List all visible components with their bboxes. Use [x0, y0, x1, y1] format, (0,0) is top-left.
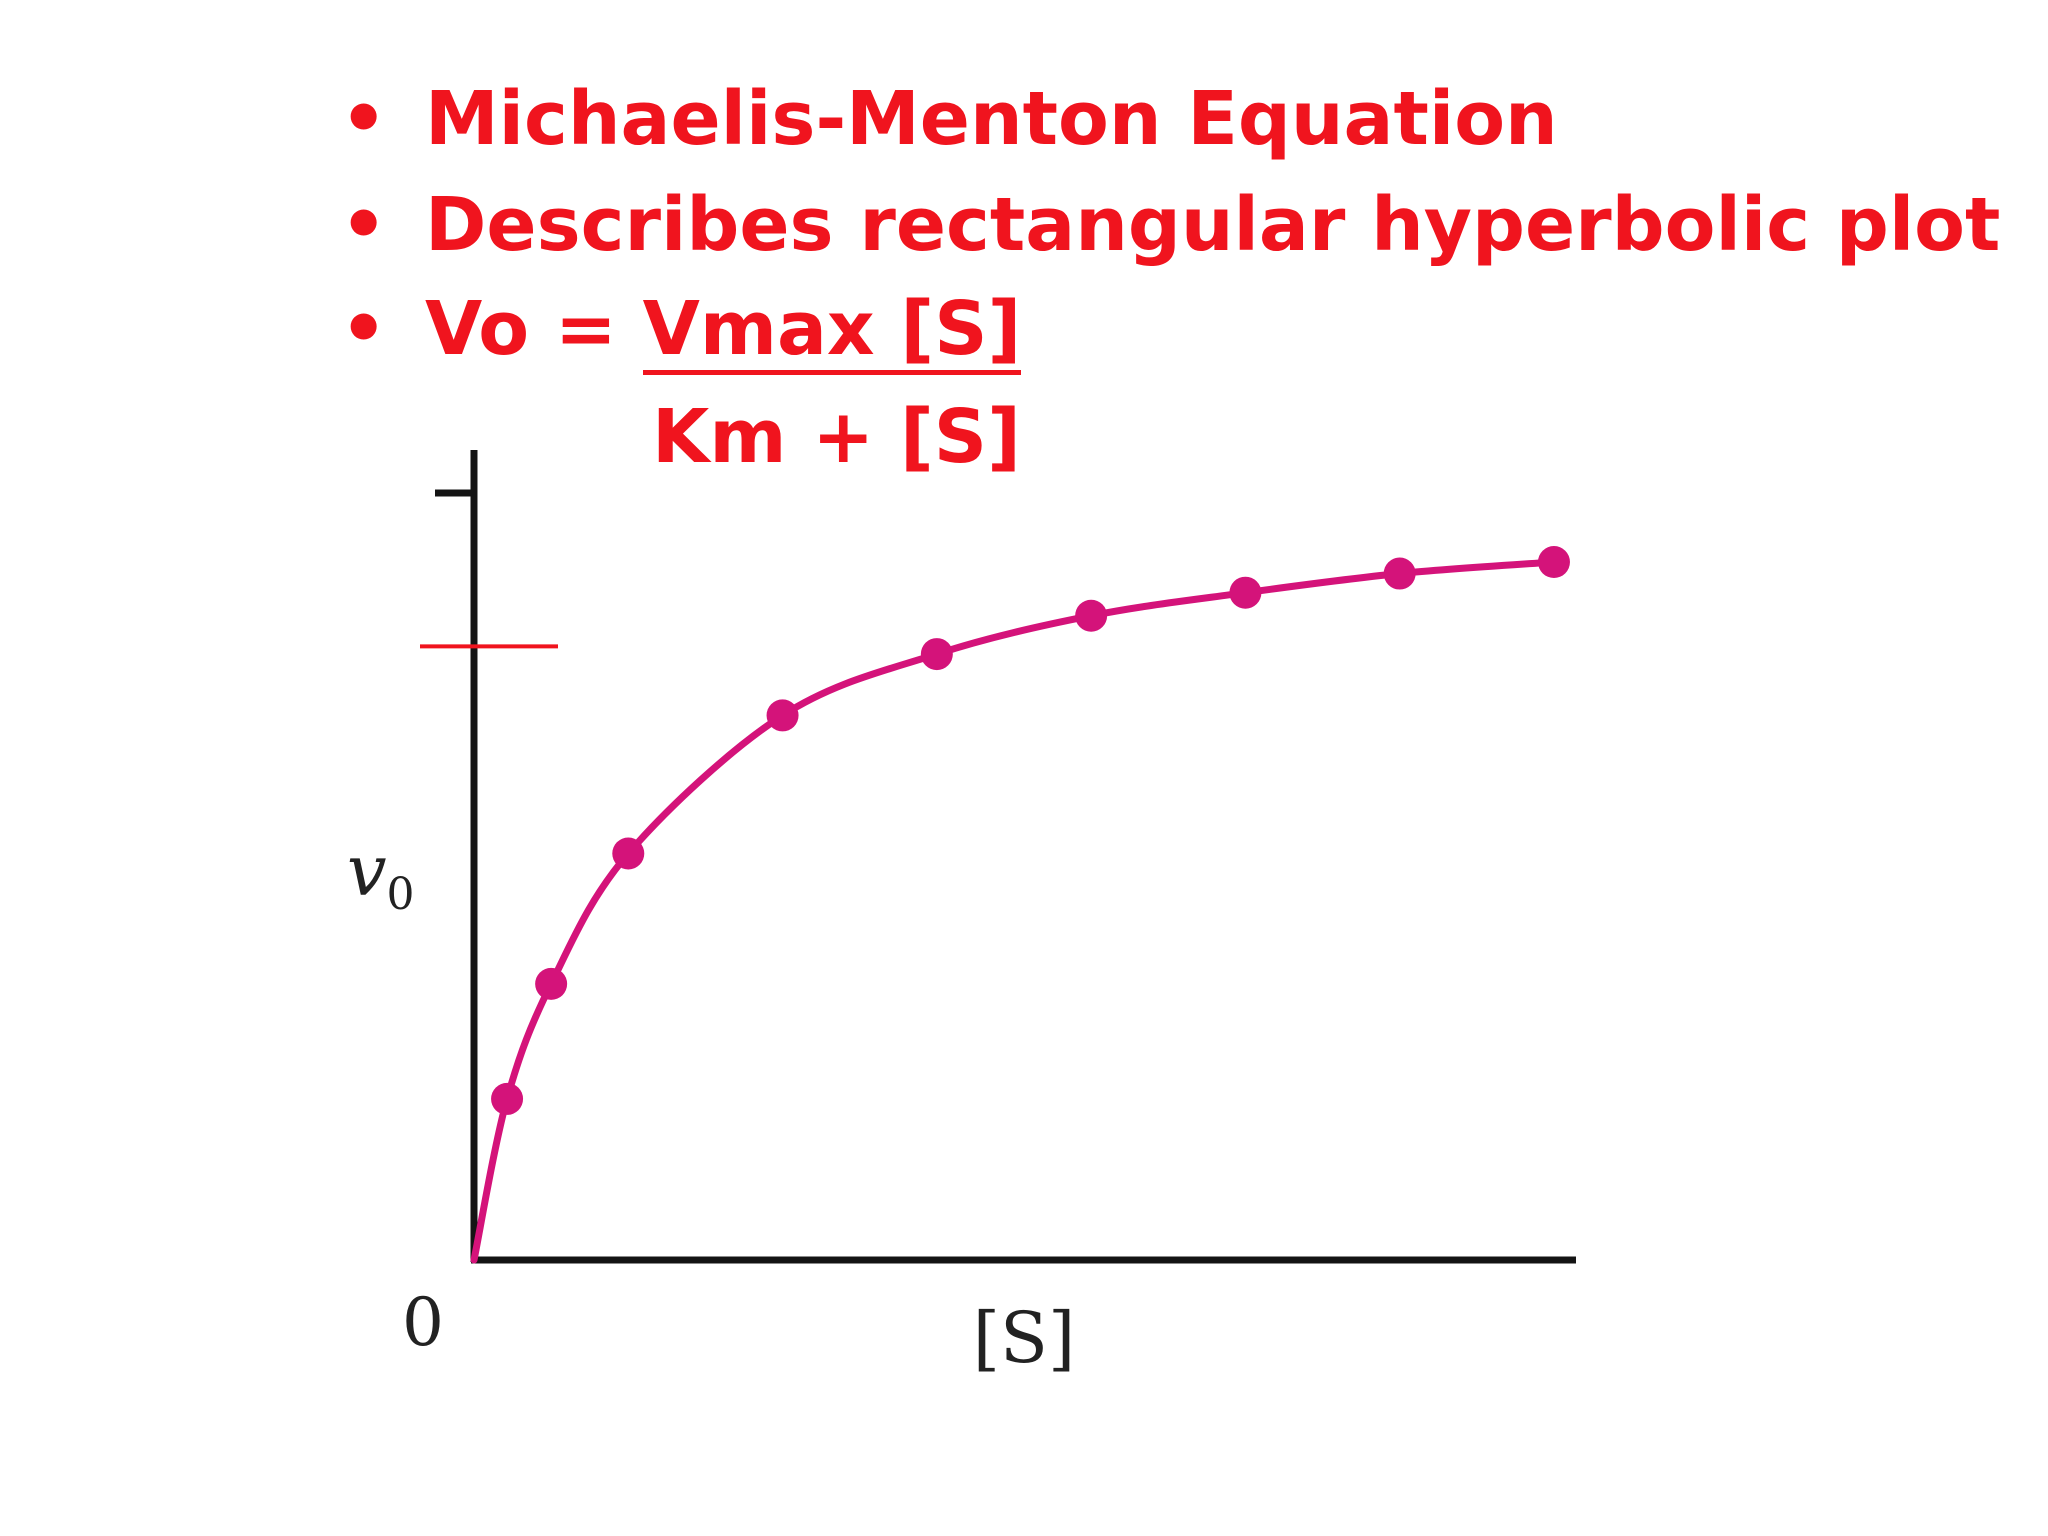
bullet-text: Describes rectangular hyperbolic plot	[425, 182, 2001, 268]
data-point-3	[612, 837, 645, 870]
y-axis-label-subscript: 0	[387, 869, 415, 920]
data-point-5	[920, 638, 953, 671]
data-point-9	[1537, 546, 1570, 579]
data-point-1	[491, 1082, 524, 1115]
data-point-2	[535, 967, 568, 1000]
equation-denominator: Km + [S]	[652, 394, 1021, 480]
y-axis-label: v0	[347, 830, 415, 920]
y-axis-label-main: v	[347, 830, 387, 912]
data-points	[491, 546, 1570, 1115]
bullet-line-2: • Describes rectangular hyperbolic plot	[340, 188, 2000, 262]
data-point-6	[1075, 599, 1108, 632]
bullet-dot: •	[340, 76, 388, 162]
bullet-dot: •	[340, 182, 388, 268]
equation-lhs: Vo =	[425, 286, 643, 372]
axes	[435, 450, 1576, 1264]
origin-label: 0	[402, 1284, 444, 1361]
data-point-7	[1229, 576, 1262, 609]
bullet-dot: •	[340, 286, 388, 372]
rate-curve	[470, 558, 1558, 1264]
x-axis-label: [S]	[973, 1297, 1076, 1379]
bullet-line-3: • Vo = Vmax [S]	[340, 286, 1022, 375]
data-point-4	[766, 699, 799, 732]
data-point-8	[1383, 557, 1416, 590]
equation-numerator: Vmax [S]	[642, 292, 1022, 375]
bullet-line-1: • Michaelis-Menton Equation	[340, 82, 1558, 156]
bullet-text: Michaelis-Menton Equation	[425, 76, 1558, 162]
